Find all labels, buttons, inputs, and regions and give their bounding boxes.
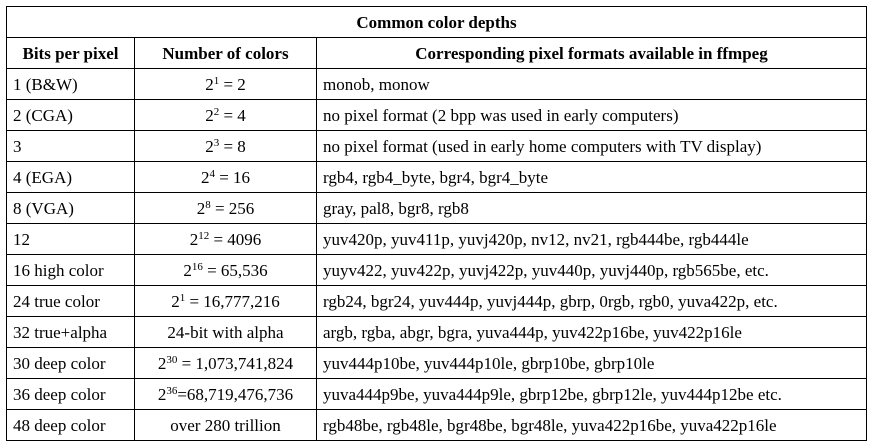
color-count-base: 2	[205, 105, 214, 125]
table-row: 8 (VGA) 28 = 256 gray, pal8, bgr8, rgb8	[6, 192, 867, 224]
cell-pixel-formats: no pixel format (used in early home comp…	[316, 130, 867, 162]
color-count-value: = 256	[210, 198, 255, 218]
color-count-base: 2	[183, 260, 192, 280]
cell-bits-per-pixel: 12	[6, 223, 135, 255]
cell-pixel-formats: yuv444p10be, yuv444p10le, gbrp10be, gbrp…	[316, 347, 867, 379]
color-count-exponent: 1	[213, 74, 220, 87]
color-count-value: = 1,073,741,824	[177, 353, 294, 373]
table-row: 48 deep color over 280 trillion rgb48be, r…	[6, 409, 867, 441]
color-count-value: = 4096	[209, 229, 262, 249]
cell-number-of-colors: 212 = 4096	[134, 223, 317, 255]
cell-number-of-colors: 236=68,719,476,736	[134, 378, 317, 410]
color-depths-table: Common color depths Bits per pixel Numbe…	[6, 6, 867, 441]
cell-pixel-formats: yuyv422, yuv422p, yuvj422p, yuv440p, yuv…	[316, 254, 867, 286]
cell-pixel-formats: yuva444p9be, yuva444p9le, gbrp12be, gbrp…	[316, 378, 867, 410]
cell-bits-per-pixel: 2 (CGA)	[6, 99, 135, 131]
color-count-value: = 16,777,216	[185, 291, 280, 311]
cell-number-of-colors: 24 = 16	[134, 161, 317, 193]
color-count-base: 2	[205, 74, 214, 94]
color-count-exponent: 4	[209, 167, 215, 180]
color-count-exponent: 2	[213, 105, 220, 118]
color-count-value: = 2	[219, 74, 246, 94]
cell-number-of-colors: 230 = 1,073,741,824	[134, 347, 317, 379]
color-count-value: = 8	[219, 136, 246, 156]
color-count-exponent: 8	[205, 198, 211, 211]
cell-number-of-colors: over 280 trillion	[134, 409, 317, 441]
color-count-exponent: 3	[213, 136, 220, 149]
table-row: 24 true color 21 = 16,777,216 rgb24, bgr24…	[6, 285, 867, 317]
color-count-base: 2	[157, 353, 167, 373]
cell-bits-per-pixel: 3	[6, 130, 135, 162]
cell-number-of-colors: 23 = 8	[134, 130, 317, 162]
color-count-base: 2	[205, 136, 214, 156]
table-body: 1 (B&W) 21 = 2 monob, monow 2 (CGA) 22 = 4 no…	[6, 68, 867, 441]
color-count-base: over 280 trillion	[170, 415, 281, 435]
color-count-value: = 4	[219, 105, 246, 125]
table-row: 36 deep color 236=68,719,476,736 yuva444p9…	[6, 378, 867, 410]
table-row: 4 (EGA) 24 = 16 rgb4, rgb4_byte, bgr4, bgr…	[6, 161, 867, 193]
table-row: 1 (B&W) 21 = 2 monob, monow	[6, 68, 867, 100]
cell-pixel-formats: monob, monow	[316, 68, 867, 100]
cell-bits-per-pixel: 30 deep color	[6, 347, 135, 379]
table-row: 3 23 = 8 no pixel format (used in early ho…	[6, 130, 867, 162]
color-count-exponent: 16	[191, 260, 203, 273]
table-row: 30 deep color 230 = 1,073,741,824 yuv444p1…	[6, 347, 867, 379]
color-count-exponent: 12	[198, 229, 210, 242]
cell-number-of-colors: 21 = 16,777,216	[134, 285, 317, 317]
cell-bits-per-pixel: 36 deep color	[6, 378, 135, 410]
cell-bits-per-pixel: 48 deep color	[6, 409, 135, 441]
color-count-exponent: 30	[166, 353, 178, 366]
color-count-value: =68,719,476,736	[177, 384, 294, 404]
cell-pixel-formats: yuv420p, yuv411p, yuvj420p, nv12, nv21, …	[316, 223, 867, 255]
color-count-base: 2	[171, 291, 180, 311]
cell-bits-per-pixel: 24 true color	[6, 285, 135, 317]
color-count-value: = 16	[214, 167, 251, 187]
color-count-exponent: 1	[179, 291, 186, 304]
table-title-row: Common color depths	[6, 6, 867, 38]
color-count-base: 2	[189, 229, 199, 249]
cell-pixel-formats: argb, rgba, abgr, bgra, yuva444p, yuv422…	[316, 316, 867, 348]
table-header-row: Bits per pixel Number of colors Correspo…	[6, 37, 867, 69]
cell-bits-per-pixel: 1 (B&W)	[6, 68, 135, 100]
cell-number-of-colors: 28 = 256	[134, 192, 317, 224]
cell-bits-per-pixel: 16 high color	[6, 254, 135, 286]
color-count-base: 2	[196, 198, 206, 218]
header-pixel-formats: Corresponding pixel formats available in…	[316, 37, 867, 69]
cell-bits-per-pixel: 4 (EGA)	[6, 161, 135, 193]
cell-number-of-colors: 22 = 4	[134, 99, 317, 131]
color-count-value: = 65,536	[202, 260, 268, 280]
cell-pixel-formats: rgb4, rgb4_byte, bgr4, bgr4_byte	[316, 161, 867, 193]
table-row: 32 true+alpha 24-bit with alpha argb, rgba…	[6, 316, 867, 348]
cell-pixel-formats: gray, pal8, bgr8, rgb8	[316, 192, 867, 224]
cell-pixel-formats: no pixel format (2 bpp was used in early…	[316, 99, 867, 131]
cell-bits-per-pixel: 32 true+alpha	[6, 316, 135, 348]
table-title: Common color depths	[6, 6, 867, 38]
color-count-base: 24-bit with alpha	[167, 322, 284, 342]
cell-number-of-colors: 21 = 2	[134, 68, 317, 100]
cell-pixel-formats: rgb24, bgr24, yuv444p, yuvj444p, gbrp, 0…	[316, 285, 867, 317]
cell-number-of-colors: 216 = 65,536	[134, 254, 317, 286]
cell-bits-per-pixel: 8 (VGA)	[6, 192, 135, 224]
color-count-base: 2	[200, 167, 210, 187]
table-row: 16 high color 216 = 65,536 yuyv422, yuv422…	[6, 254, 867, 286]
cell-number-of-colors: 24-bit with alpha	[134, 316, 317, 348]
table-row: 12 212 = 4096 yuv420p, yuv411p, yuvj420p, …	[6, 223, 867, 255]
color-count-exponent: 36	[166, 384, 178, 397]
cell-pixel-formats: rgb48be, rgb48le, bgr48be, bgr48le, yuva…	[316, 409, 867, 441]
table-row: 2 (CGA) 22 = 4 no pixel format (2 bpp was …	[6, 99, 867, 131]
color-count-base: 2	[157, 384, 167, 404]
header-number-of-colors: Number of colors	[134, 37, 317, 69]
header-bits-per-pixel: Bits per pixel	[6, 37, 135, 69]
